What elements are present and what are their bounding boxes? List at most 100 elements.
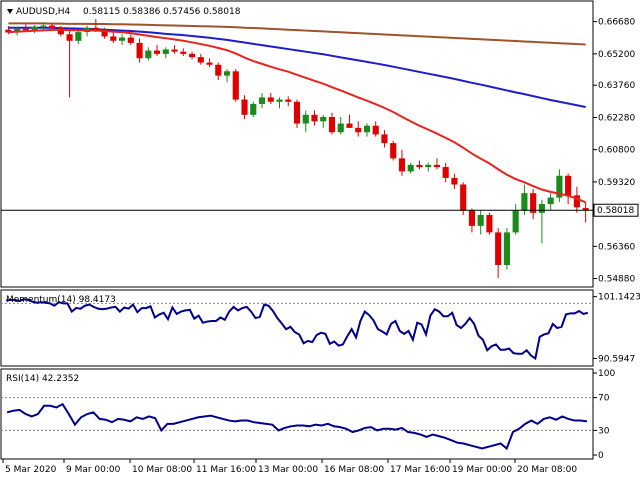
candle-body (101, 30, 108, 37)
candle-body (328, 117, 336, 133)
candle-body (92, 27, 99, 31)
time-tick-label: 16 Mar 08:00 (324, 465, 384, 475)
momentum-axis: 101.1423 90.5947 (593, 293, 640, 365)
candle-body (355, 127, 362, 133)
price-tick-label: 0.66680 (598, 18, 635, 28)
price-tick-label: 0.62280 (598, 113, 635, 123)
candle-body (57, 28, 64, 35)
candle-body (451, 177, 458, 185)
candle-body (258, 97, 266, 104)
chevron-down-icon[interactable] (7, 9, 13, 14)
current-price-label: 0.58018 (597, 206, 634, 216)
candle-body (372, 125, 379, 135)
time-tick-label: 10 Mar 08:00 (132, 465, 192, 475)
price-tick-label: 0.59320 (598, 178, 635, 188)
candle-body (442, 167, 449, 178)
momentum-panel-frame (0, 289, 594, 367)
candle-body (119, 37, 126, 41)
time-tick-label: 17 Mar 16:00 (390, 465, 450, 475)
time-tick-label: 9 Mar 00:00 (66, 465, 121, 475)
rsi-tick-label: 30 (598, 426, 610, 436)
rsi-panel[interactable]: RSI(14) 42.2352 (0, 368, 594, 460)
candle-body (197, 57, 204, 63)
candle-body (250, 103, 257, 115)
candle-body (477, 214, 484, 226)
price-tick-label: 0.63760 (598, 81, 635, 91)
rsi-tick-label: 0 (598, 451, 604, 461)
current-price-badge: 0.58018 (593, 203, 639, 217)
candle-body (425, 164, 432, 168)
ema-fast-line (8, 28, 587, 204)
price-tick-label: 0.56360 (598, 242, 635, 252)
candle-body (285, 99, 292, 102)
candle-body (521, 193, 528, 211)
candle-body (538, 204, 545, 213)
time-tick-label: 11 Mar 16:00 (196, 465, 256, 475)
candle-body (337, 123, 344, 133)
candle-body (495, 232, 502, 266)
candle-body (416, 164, 423, 168)
ema-fast-path (8, 28, 587, 204)
rsi-tick-label: 100 (598, 369, 615, 379)
symbol-label: AUDUSD,H4 (16, 7, 71, 17)
candle-body (31, 26, 38, 31)
candle-body (293, 101, 301, 124)
price-axis: 0.66680 0.65200 0.63760 0.62280 0.60800 0.593… (593, 18, 635, 285)
candle-body (276, 99, 283, 102)
candle-body (162, 49, 169, 54)
time-tick-label: 19 Mar 00:00 (452, 465, 512, 475)
current-price-badge-box (593, 203, 639, 217)
candle-body (512, 210, 519, 233)
candle-body (320, 117, 327, 122)
candle-body (486, 214, 493, 233)
candle-body (127, 37, 134, 43)
candle-body (582, 208, 589, 211)
time-tick-label: 5 Mar 2020 (5, 465, 57, 475)
rsi-line (6, 402, 588, 451)
candle-body (145, 50, 152, 59)
candle-body (346, 123, 353, 128)
candle-body (302, 114, 309, 124)
candle-body (136, 42, 143, 59)
candle-body (381, 134, 388, 144)
time-axis: 5 Mar 2020 9 Mar 00:00 10 Mar 08:00 11 Mar … (2, 459, 577, 475)
momentum-tick-label: 90.5947 (598, 355, 635, 365)
rsi-axis: 100 70 30 0 (593, 369, 615, 461)
momentum-tick-label: 101.1423 (598, 293, 640, 303)
candlestick-series (5, 19, 589, 279)
ema-slow-line (8, 22, 586, 46)
time-tick-label: 20 Mar 08:00 (517, 465, 577, 475)
candle-body (223, 71, 231, 76)
candle-body (232, 71, 239, 100)
candle-body (153, 50, 161, 54)
candle-body (565, 175, 572, 196)
candle-body (311, 114, 318, 122)
price-tick-label: 0.60800 (598, 146, 635, 156)
candle-body (241, 99, 248, 115)
momentum-panel[interactable]: Momentum(14) 98.4173 (0, 289, 594, 367)
ema-slow-path (8, 22, 586, 46)
candle-body (503, 232, 510, 266)
rsi-label: RSI(14) 42.2352 (6, 374, 79, 384)
candle-body (556, 175, 563, 198)
candle-body (407, 164, 414, 172)
price-panel-frame (0, 0, 594, 288)
ohlc-values: 0.58115 0.58386 0.57456 0.58018 (83, 7, 241, 17)
price-panel[interactable]: AUDUSD,H4 0.58115 0.58386 0.57456 0.5801… (0, 0, 594, 288)
candle-body (66, 34, 73, 41)
candle-body (433, 164, 441, 168)
candle-body (468, 210, 475, 226)
candle-body (460, 184, 467, 211)
momentum-label: Momentum(14) 98.4173 (6, 295, 116, 305)
rsi-panel-frame (0, 368, 594, 460)
candle-body (215, 64, 222, 76)
candle-body (110, 36, 117, 41)
candle-body (49, 25, 56, 29)
price-tick-label: 0.54880 (598, 275, 635, 285)
momentum-line (6, 298, 589, 361)
candle-body (398, 158, 406, 172)
time-tick-label: 13 Mar 00:00 (258, 465, 318, 475)
candle-body (390, 143, 397, 159)
candle-body (40, 25, 47, 27)
